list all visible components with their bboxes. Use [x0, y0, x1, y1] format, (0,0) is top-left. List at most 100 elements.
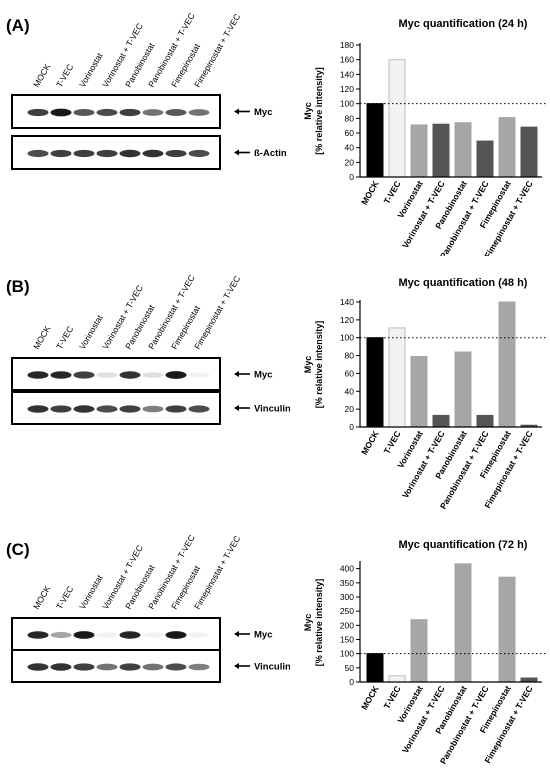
protein-band — [142, 372, 164, 378]
panel-label: (C) — [6, 540, 30, 559]
y-tick-label: 20 — [345, 404, 355, 414]
band-label: Myc — [254, 370, 272, 381]
y-tick-label: 100 — [340, 649, 354, 659]
lane-label: Vorinostat + T-VEC — [100, 543, 145, 611]
panel-a: (A) MOCK T-VEC Vorinostat Vorinostat + T-VE… — [0, 0, 550, 256]
y-tick-label: 350 — [340, 578, 354, 588]
protein-band — [165, 108, 187, 117]
protein-band — [188, 663, 210, 671]
y-tick-label: 100 — [340, 99, 354, 109]
band-arrowhead — [234, 663, 239, 669]
bar — [366, 653, 384, 683]
bar — [388, 327, 406, 428]
y-axis-label: Myc — [303, 614, 313, 632]
band-label: Vinculin — [254, 404, 290, 415]
protein-band — [27, 631, 49, 639]
bar — [432, 123, 450, 178]
lane-label: MOCK — [31, 62, 53, 89]
protein-band — [188, 632, 210, 638]
lane-label: T-VEC — [54, 584, 75, 611]
protein-band — [165, 405, 187, 413]
y-tick-label: 400 — [340, 564, 354, 574]
bar — [366, 337, 384, 428]
x-tick-label: T-VEC — [382, 684, 403, 711]
y-tick-label: 80 — [345, 351, 355, 361]
bar — [498, 301, 516, 428]
y-axis-label: Myc — [303, 102, 313, 120]
protein-band — [27, 108, 49, 117]
panel-label: (B) — [6, 277, 30, 296]
protein-band — [50, 371, 72, 379]
band-arrowhead — [234, 149, 239, 156]
y-tick-label: 100 — [340, 333, 354, 343]
bar — [432, 414, 450, 428]
bar-chart: Myc quantification (24 h) Myc [% relative … — [303, 18, 546, 256]
bar — [388, 675, 406, 683]
bar — [476, 414, 494, 428]
y-tick-label: 60 — [345, 368, 355, 378]
protein-band — [27, 371, 49, 379]
chart-title: Myc quantification (48 h) — [399, 277, 528, 289]
protein-band — [50, 631, 72, 639]
protein-band — [188, 405, 210, 413]
protein-band — [96, 632, 118, 638]
lane-label: Vorinostat + T-VEC — [100, 283, 145, 351]
bar — [388, 59, 406, 178]
protein-band — [96, 372, 118, 378]
bar — [410, 355, 428, 428]
protein-band — [119, 631, 141, 639]
protein-band — [142, 109, 164, 116]
band-label: Myc — [254, 630, 272, 641]
protein-band — [142, 632, 164, 638]
chart-title: Myc quantification (24 h) — [399, 18, 528, 30]
protein-band — [165, 371, 187, 379]
chart-title: Myc quantification (72 h) — [399, 539, 528, 551]
protein-band — [142, 405, 164, 413]
y-tick-label: 120 — [340, 84, 354, 94]
protein-band — [142, 149, 164, 158]
bar — [498, 576, 516, 683]
x-tick-label: T-VEC — [382, 429, 403, 456]
protein-band — [50, 149, 72, 158]
protein-band — [73, 371, 95, 379]
y-axis-label: [% relative intensity] — [314, 67, 324, 155]
y-axis-label: [% relative intensity] — [314, 321, 324, 409]
protein-band — [27, 405, 49, 413]
protein-band — [119, 405, 141, 413]
band-arrowhead — [234, 631, 239, 637]
y-tick-label: 20 — [345, 157, 355, 167]
lane-label: MOCK — [31, 324, 53, 351]
protein-band — [73, 108, 95, 117]
bar — [498, 117, 516, 178]
protein-band — [96, 149, 118, 158]
protein-band — [188, 149, 210, 158]
protein-band — [188, 372, 210, 378]
band-arrowhead — [234, 371, 239, 377]
protein-band — [73, 663, 95, 671]
band-label: Vinculin — [254, 662, 290, 673]
y-tick-label: 200 — [340, 620, 354, 630]
protein-band — [96, 108, 118, 117]
y-tick-label: 40 — [345, 386, 355, 396]
protein-band — [73, 631, 95, 639]
protein-band — [188, 109, 210, 116]
protein-band — [165, 149, 187, 158]
lane-label: MOCK — [31, 584, 53, 611]
band-arrowhead — [234, 108, 239, 115]
protein-band — [27, 149, 49, 158]
band-arrowhead — [234, 405, 239, 411]
bar — [476, 140, 494, 178]
protein-band — [96, 663, 118, 671]
y-axis-label: [% relative intensity] — [314, 579, 324, 667]
bar — [454, 563, 472, 683]
y-tick-label: 120 — [340, 315, 354, 325]
bar — [366, 103, 384, 178]
bar-chart: Myc quantification (48 h) Myc [% relative … — [303, 277, 546, 511]
protein-band — [119, 371, 141, 379]
protein-band — [50, 663, 72, 671]
band-label: Myc — [254, 107, 272, 118]
x-tick-label: T-VEC — [382, 179, 403, 206]
